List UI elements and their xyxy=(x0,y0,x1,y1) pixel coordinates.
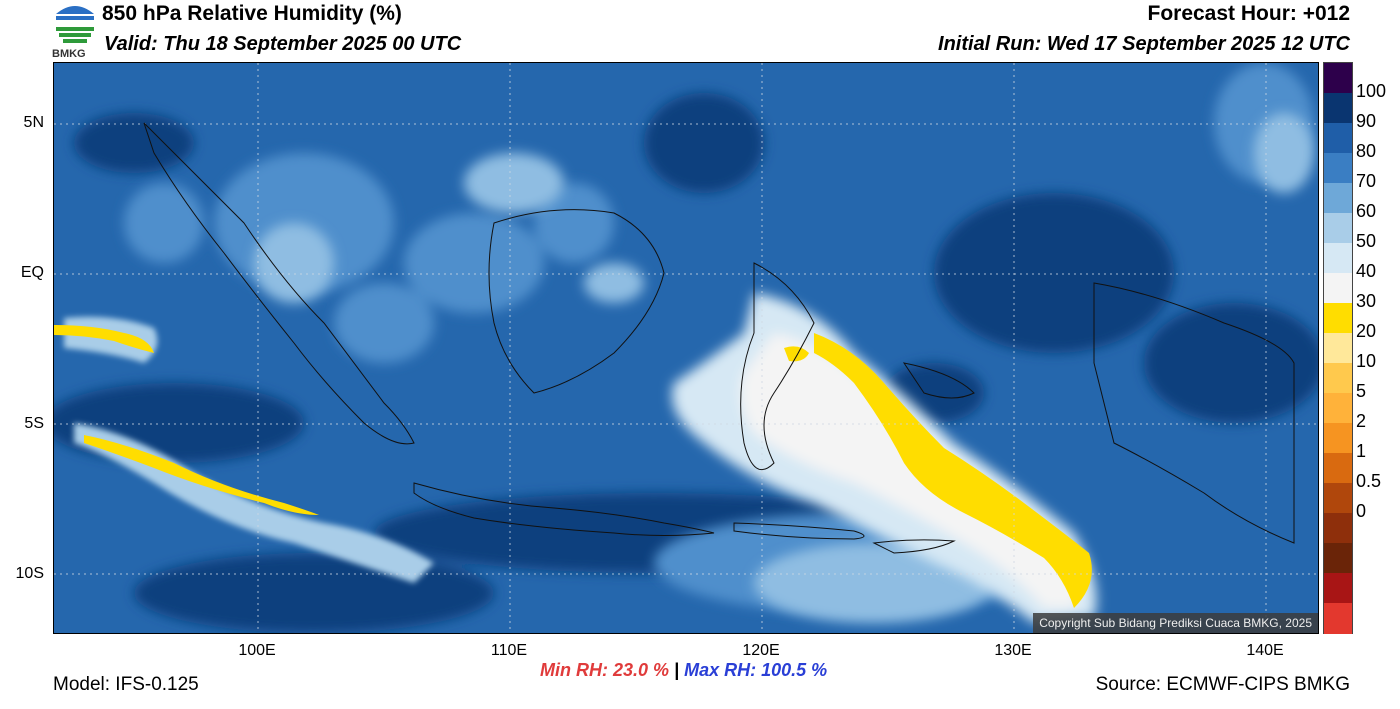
lat-label-eq: EQ xyxy=(20,264,44,281)
colorbar-label: 2 xyxy=(1356,411,1367,431)
colorbar-swatch xyxy=(1324,123,1352,154)
colorbar-label: 20 xyxy=(1356,321,1377,341)
min-max-rh: Min RH: 23.0 % | Max RH: 100.5 % xyxy=(540,660,827,681)
valid-time: Valid: Thu 18 September 2025 00 UTC xyxy=(104,33,462,55)
colorbar-swatch xyxy=(1324,453,1352,484)
colorbar-label: 90 xyxy=(1356,111,1377,131)
lat-label-5n: 5N xyxy=(23,114,44,131)
colorbar-swatch xyxy=(1324,213,1352,244)
forecast-hour: Forecast Hour: +012 xyxy=(1147,2,1351,25)
colorbar-swatch xyxy=(1324,573,1352,604)
colorbar-label: 0.5 xyxy=(1356,471,1382,491)
colorbar-swatch xyxy=(1324,513,1352,544)
colorbar-swatch xyxy=(1324,153,1352,184)
colorbar-swatch xyxy=(1324,333,1352,364)
colorbar-swatch xyxy=(1324,63,1352,94)
colorbar-label: 40 xyxy=(1356,261,1377,281)
colorbar-label: 80 xyxy=(1356,141,1377,161)
min-max-separator: | xyxy=(674,660,680,680)
colorbar-swatch xyxy=(1324,363,1352,394)
page-title: 850 hPa Relative Humidity (%) xyxy=(102,2,402,25)
bmkg-logo xyxy=(50,0,100,60)
colorbar-label: 10 xyxy=(1356,351,1377,371)
map-field xyxy=(54,63,1318,633)
copyright-notice: Copyright Sub Bidang Prediksi Cuaca BMKG… xyxy=(1033,613,1318,633)
colorbar-swatch xyxy=(1324,393,1352,424)
max-rh-value: Max RH: 100.5 % xyxy=(684,660,828,680)
colorbar-swatch xyxy=(1324,483,1352,514)
colorbar-swatch xyxy=(1324,273,1352,304)
min-rh-value: Min RH: 23.0 % xyxy=(540,660,670,680)
colorbar-label: 50 xyxy=(1356,231,1377,251)
colorbar-swatch xyxy=(1324,303,1352,334)
lon-label-130e: 130E xyxy=(994,642,1032,659)
logo-text: BMKG xyxy=(52,48,86,60)
colorbar xyxy=(1323,62,1353,634)
lat-label-10s: 10S xyxy=(15,565,44,582)
colorbar-label: 70 xyxy=(1356,171,1377,191)
lon-label-110e: 110E xyxy=(490,642,528,659)
colorbar-swatch xyxy=(1324,183,1352,214)
colorbar-label: 100 xyxy=(1356,81,1387,101)
humidity-map[interactable]: Copyright Sub Bidang Prediksi Cuaca BMKG… xyxy=(53,62,1319,634)
colorbar-label: 30 xyxy=(1356,291,1377,311)
colorbar-label: 5 xyxy=(1356,381,1367,401)
colorbar-label: 60 xyxy=(1356,201,1377,221)
lon-label-120e: 120E xyxy=(742,642,780,659)
colorbar-label: 0 xyxy=(1356,501,1367,521)
colorbar-swatch xyxy=(1324,243,1352,274)
initial-run: Initial Run: Wed 17 September 2025 12 UT… xyxy=(938,33,1350,55)
colorbar-label: 1 xyxy=(1356,441,1367,461)
model-label: Model: IFS-0.125 xyxy=(53,674,199,695)
colorbar-swatch xyxy=(1324,603,1352,634)
lon-label-140e: 140E xyxy=(1246,642,1284,659)
lon-label-100e: 100E xyxy=(238,642,276,659)
colorbar-swatch xyxy=(1324,423,1352,454)
colorbar-swatch xyxy=(1324,543,1352,574)
colorbar-swatch xyxy=(1324,93,1352,124)
lat-label-5s: 5S xyxy=(24,415,44,432)
source-label: Source: ECMWF-CIPS BMKG xyxy=(1095,674,1350,695)
